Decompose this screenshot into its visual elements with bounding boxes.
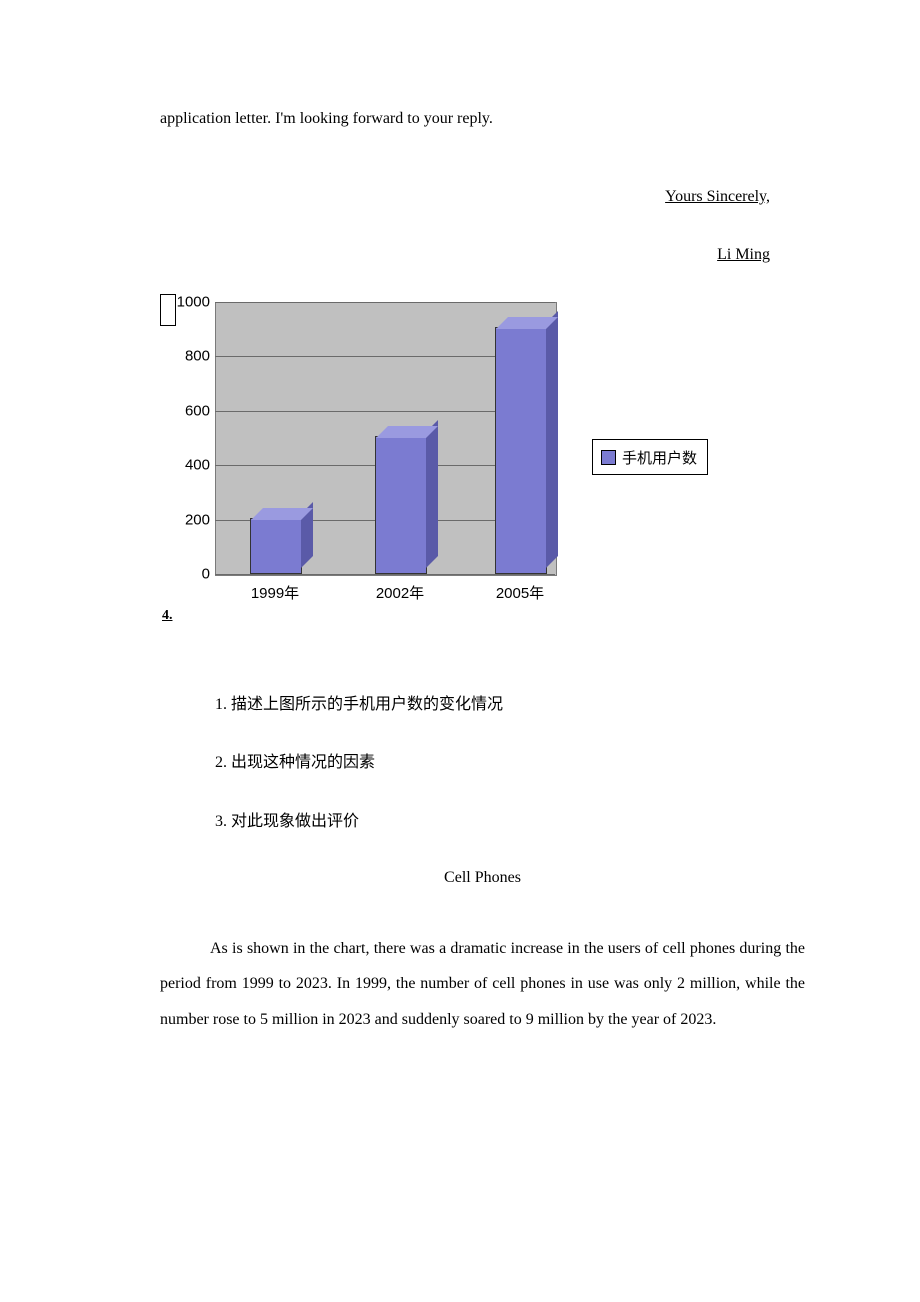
essay-title: Cell Phones [160,869,805,887]
legend-label: 手机用户数 [622,447,697,468]
chart-bar [495,327,547,574]
chart-bar [250,518,302,574]
chart-x-tick-label: 2002年 [355,582,445,603]
prompt-1: 1. 描述上图所示的手机用户数的变化情况 [215,694,805,716]
chart-y-tick-label: 200 [160,511,210,528]
chart-x-tick-label: 2005年 [475,582,565,603]
chart-x-tick-label: 1999年 [230,582,320,603]
prompt-3: 3. 对此现象做出评价 [215,811,805,833]
essay-body: As is shown in the chart, there was a dr… [160,931,805,1037]
chart-gridline [215,574,555,575]
chart-gridline [215,302,555,303]
chart-bar-side [546,311,558,568]
chart-y-tick-label: 600 [160,402,210,419]
letter-closing-line: application letter. I'm looking forward … [160,110,805,128]
writing-prompts: 1. 描述上图所示的手机用户数的变化情况 2. 出现这种情况的因素 3. 对此现… [215,694,805,833]
chart-bar [375,436,427,574]
letter-signoff: Yours Sincerely, [160,188,770,206]
bar-chart: 4. 0 200 400 600 800 1000 1999年 2002年 2005年 [160,294,580,624]
chart-bar-side [426,420,438,568]
chart-y-tick-label: 0 [160,566,210,583]
chart-y-tick-label: 1000 [160,294,210,311]
essay-body-text: As is shown in the chart, there was a dr… [160,940,805,1027]
letter-signature-name: Li Ming [160,246,770,264]
chart-y-tick-label: 800 [160,348,210,365]
chart-y-tick-label: 400 [160,457,210,474]
question-number: 4. [162,608,173,624]
legend-swatch [601,450,616,465]
prompt-2: 2. 出现这种情况的因素 [215,752,805,774]
chart-legend: 手机用户数 [592,439,708,475]
chart-row: 4. 0 200 400 600 800 1000 1999年 2002年 2005年 手机用户… [160,294,805,624]
